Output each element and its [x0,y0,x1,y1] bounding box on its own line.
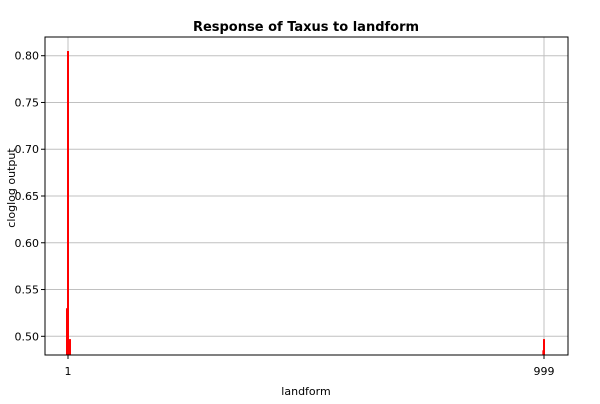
y-tick-label: 0.75 [15,96,40,109]
y-axis-label: cloglog output [5,148,18,228]
y-tick-label: 0.50 [15,330,40,343]
y-ticks: 0.50 0.55 0.60 0.65 0.70 0.75 0.80 [15,50,45,343]
y-tick-label: 0.65 [15,190,40,203]
bar-detail [67,217,68,355]
bar-detail [69,339,71,355]
bar-999 [543,339,545,355]
bar-1 [67,51,69,355]
bar-detail [542,350,543,355]
bar-detail [66,308,67,355]
y-tick-label: 0.60 [15,237,40,250]
y-tick-label: 0.55 [15,284,40,297]
chart-title: Response of Taxus to landform [193,20,419,35]
x-axis-label: landform [281,385,330,398]
y-tick-label: 0.80 [15,50,40,63]
grid-lines [45,37,568,355]
bars [66,51,545,355]
x-tick-label: 999 [534,365,555,378]
x-tick-label: 1 [65,365,72,378]
y-tick-label: 0.70 [15,143,40,156]
x-ticks: 1 999 [65,355,555,378]
